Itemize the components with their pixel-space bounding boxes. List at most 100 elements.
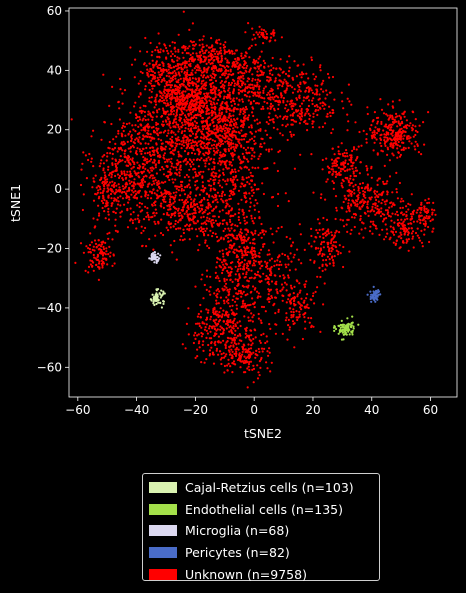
scatter-point <box>129 130 132 133</box>
scatter-point <box>379 215 383 218</box>
scatter-point <box>154 179 157 182</box>
scatter-point <box>240 54 243 58</box>
scatter-point <box>245 266 248 270</box>
scatter-point <box>162 213 165 216</box>
scatter-point <box>185 116 188 119</box>
scatter-point <box>147 110 150 113</box>
scatter-point <box>214 271 217 274</box>
scatter-point <box>243 216 246 219</box>
scatter-point <box>374 203 377 206</box>
scatter-point <box>328 170 331 174</box>
scatter-point <box>162 70 165 73</box>
scatter-point <box>206 143 209 146</box>
scatter-point <box>259 248 263 251</box>
scatter-point <box>262 91 265 94</box>
scatter-point <box>224 313 228 316</box>
scatter-point <box>147 214 150 217</box>
scatter-point <box>200 104 203 107</box>
scatter-point <box>154 234 157 237</box>
scatter-point <box>303 299 306 302</box>
scatter-point <box>269 105 272 108</box>
scatter-point <box>231 158 235 161</box>
scatter-point <box>395 188 398 191</box>
scatter-point <box>114 211 117 215</box>
scatter-point <box>229 274 232 277</box>
scatter-point <box>157 138 160 141</box>
scatter-point <box>166 211 169 215</box>
scatter-point <box>242 348 245 351</box>
scatter-point <box>265 121 268 124</box>
scatter-point <box>268 323 271 326</box>
scatter-point <box>302 313 305 316</box>
scatter-point <box>427 111 430 114</box>
scatter-point <box>150 96 153 99</box>
scatter-point <box>384 223 387 226</box>
scatter-point <box>376 205 379 208</box>
scatter-point <box>266 340 269 343</box>
scatter-point <box>354 213 358 216</box>
scatter-point <box>103 185 106 188</box>
scatter-point <box>226 323 230 327</box>
scatter-point <box>307 95 310 98</box>
scatter-point <box>184 73 188 77</box>
scatter-point <box>212 91 215 94</box>
scatter-point <box>227 266 230 269</box>
scatter-point <box>138 167 141 170</box>
scatter-point <box>201 38 204 41</box>
scatter-point <box>244 61 247 64</box>
scatter-point <box>274 296 278 299</box>
scatter-point <box>375 194 378 197</box>
scatter-point <box>114 218 117 221</box>
scatter-point <box>260 73 263 76</box>
scatter-point <box>186 200 189 204</box>
scatter-point <box>222 255 225 258</box>
scatter-point <box>245 200 248 203</box>
scatter-point <box>115 191 118 194</box>
scatter-point <box>234 273 237 276</box>
scatter-point <box>242 267 245 270</box>
scatter-point <box>139 123 142 126</box>
scatter-point <box>162 68 165 71</box>
scatter-point <box>256 202 259 205</box>
scatter-point <box>142 184 145 187</box>
scatter-point <box>150 183 154 186</box>
scatter-point <box>293 120 296 123</box>
scatter-point <box>259 358 263 361</box>
scatter-point <box>146 207 149 210</box>
scatter-point <box>252 191 255 194</box>
scatter-point <box>224 41 227 44</box>
scatter-point <box>273 264 276 267</box>
scatter-point <box>299 118 302 121</box>
scatter-point <box>244 105 248 109</box>
scatter-point <box>237 211 240 215</box>
scatter-point <box>277 227 280 230</box>
scatter-point <box>242 241 245 244</box>
scatter-point <box>208 246 211 250</box>
scatter-point <box>160 218 163 221</box>
scatter-point <box>343 169 347 173</box>
scatter-point <box>321 125 324 128</box>
scatter-point <box>364 186 367 189</box>
scatter-point <box>313 105 316 108</box>
scatter-point <box>170 139 173 142</box>
scatter-point <box>268 93 271 96</box>
scatter-point <box>220 111 224 114</box>
scatter-point <box>332 187 335 190</box>
scatter-point <box>284 319 287 322</box>
scatter-point <box>108 104 111 107</box>
scatter-point <box>258 121 261 124</box>
scatter-point <box>266 253 269 256</box>
scatter-point <box>175 207 178 210</box>
scatter-point <box>313 302 316 305</box>
scatter-point <box>234 143 237 146</box>
scatter-point <box>306 129 309 132</box>
scatter-point <box>394 116 397 119</box>
scatter-point <box>216 256 219 259</box>
scatter-point <box>116 190 119 193</box>
scatter-point <box>198 201 201 204</box>
scatter-point <box>341 186 344 189</box>
scatter-point <box>239 108 242 111</box>
scatter-point <box>149 67 152 71</box>
scatter-point <box>117 129 120 133</box>
scatter-point <box>129 146 133 149</box>
